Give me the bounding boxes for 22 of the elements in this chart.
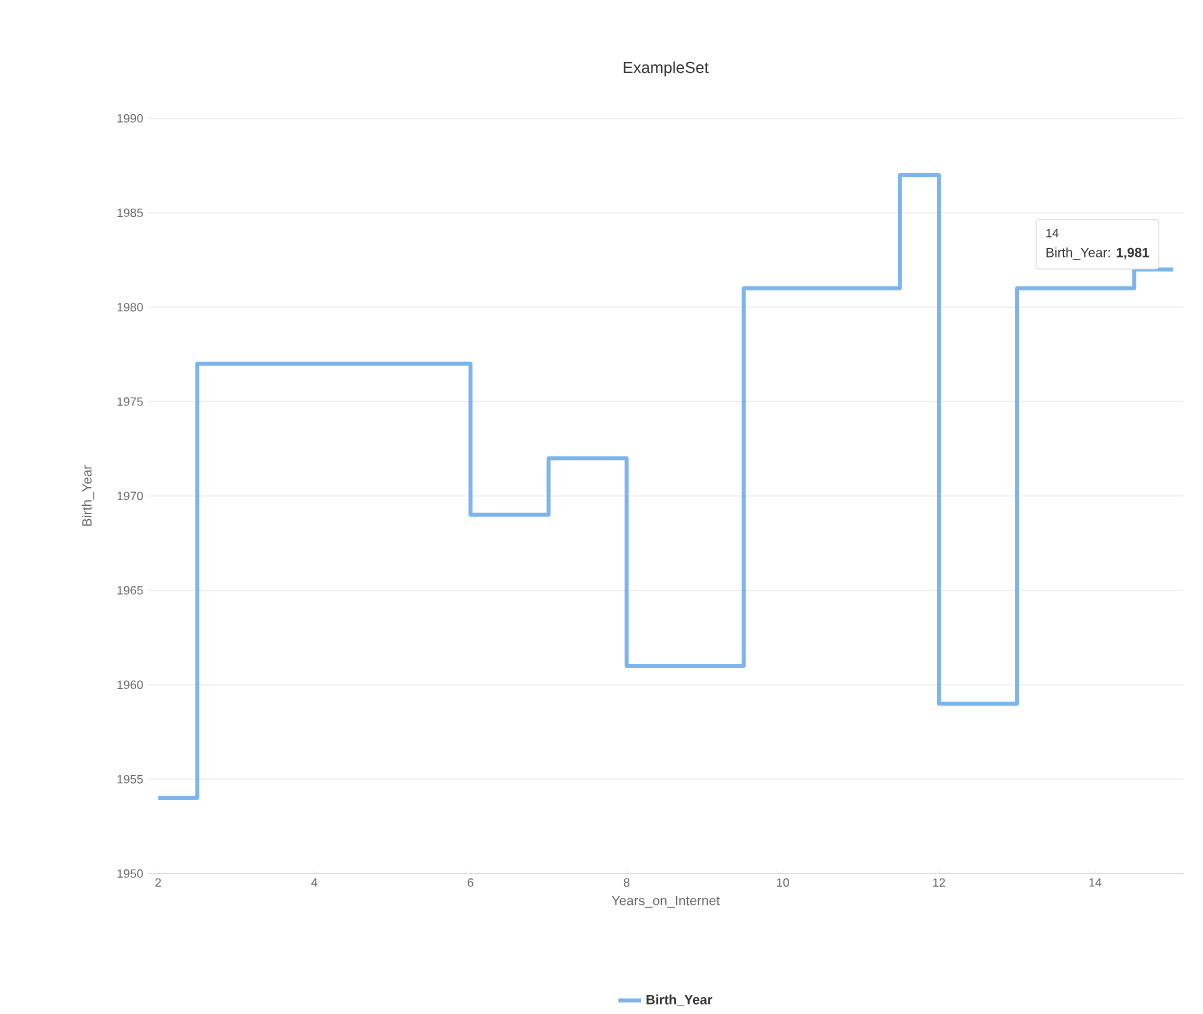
y-tick-label: 1960 xyxy=(117,680,143,690)
annotation: Birth_Year: 1,981 xyxy=(1046,247,1149,260)
x-tick-label: 2 xyxy=(155,878,161,887)
y-tick-label: 1990 xyxy=(117,114,143,123)
x-tick-label: 8 xyxy=(623,878,630,887)
y-tick-label: 1970 xyxy=(117,491,143,501)
y-tick-label: 1955 xyxy=(117,775,143,784)
y-tick-label: 1965 xyxy=(117,586,143,595)
legend-label: Birth_Year xyxy=(646,994,713,1007)
x-tick-label: 4 xyxy=(311,878,318,887)
y-tick-label: 1950 xyxy=(117,869,143,879)
y-axis-title: Birth_Year xyxy=(81,465,95,526)
y-tick-label: 1980 xyxy=(117,303,143,312)
x-tick-label: 12 xyxy=(933,878,946,887)
chart-title: ExampleSet xyxy=(623,61,709,77)
y-tick-label: 1985 xyxy=(117,208,143,218)
x-tick-label: 6 xyxy=(467,878,474,887)
x-axis-title: Years_on_Internet xyxy=(611,896,720,908)
x-tick-label: 10 xyxy=(777,878,790,887)
y-tick-label: 1975 xyxy=(117,397,143,407)
annotation: 14 xyxy=(1046,229,1059,238)
x-tick-label: 14 xyxy=(1089,878,1102,887)
